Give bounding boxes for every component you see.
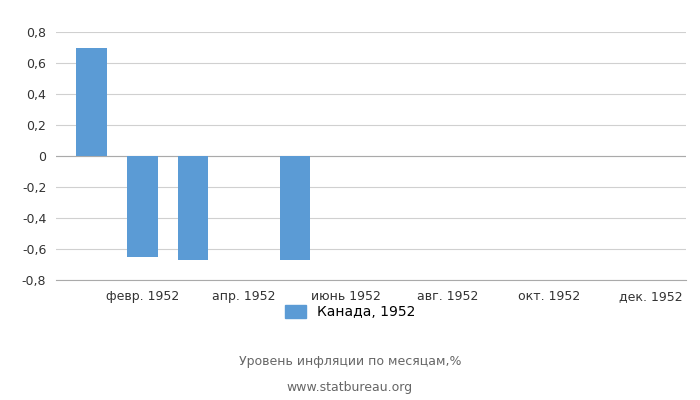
Legend: Канада, 1952: Канада, 1952 bbox=[285, 305, 415, 319]
Bar bbox=[127, 156, 158, 257]
Text: Уровень инфляции по месяцам,%: Уровень инфляции по месяцам,% bbox=[239, 356, 461, 368]
Text: www.statbureau.org: www.statbureau.org bbox=[287, 382, 413, 394]
Bar bbox=[76, 48, 107, 156]
Bar bbox=[178, 156, 209, 260]
Bar bbox=[279, 156, 310, 260]
